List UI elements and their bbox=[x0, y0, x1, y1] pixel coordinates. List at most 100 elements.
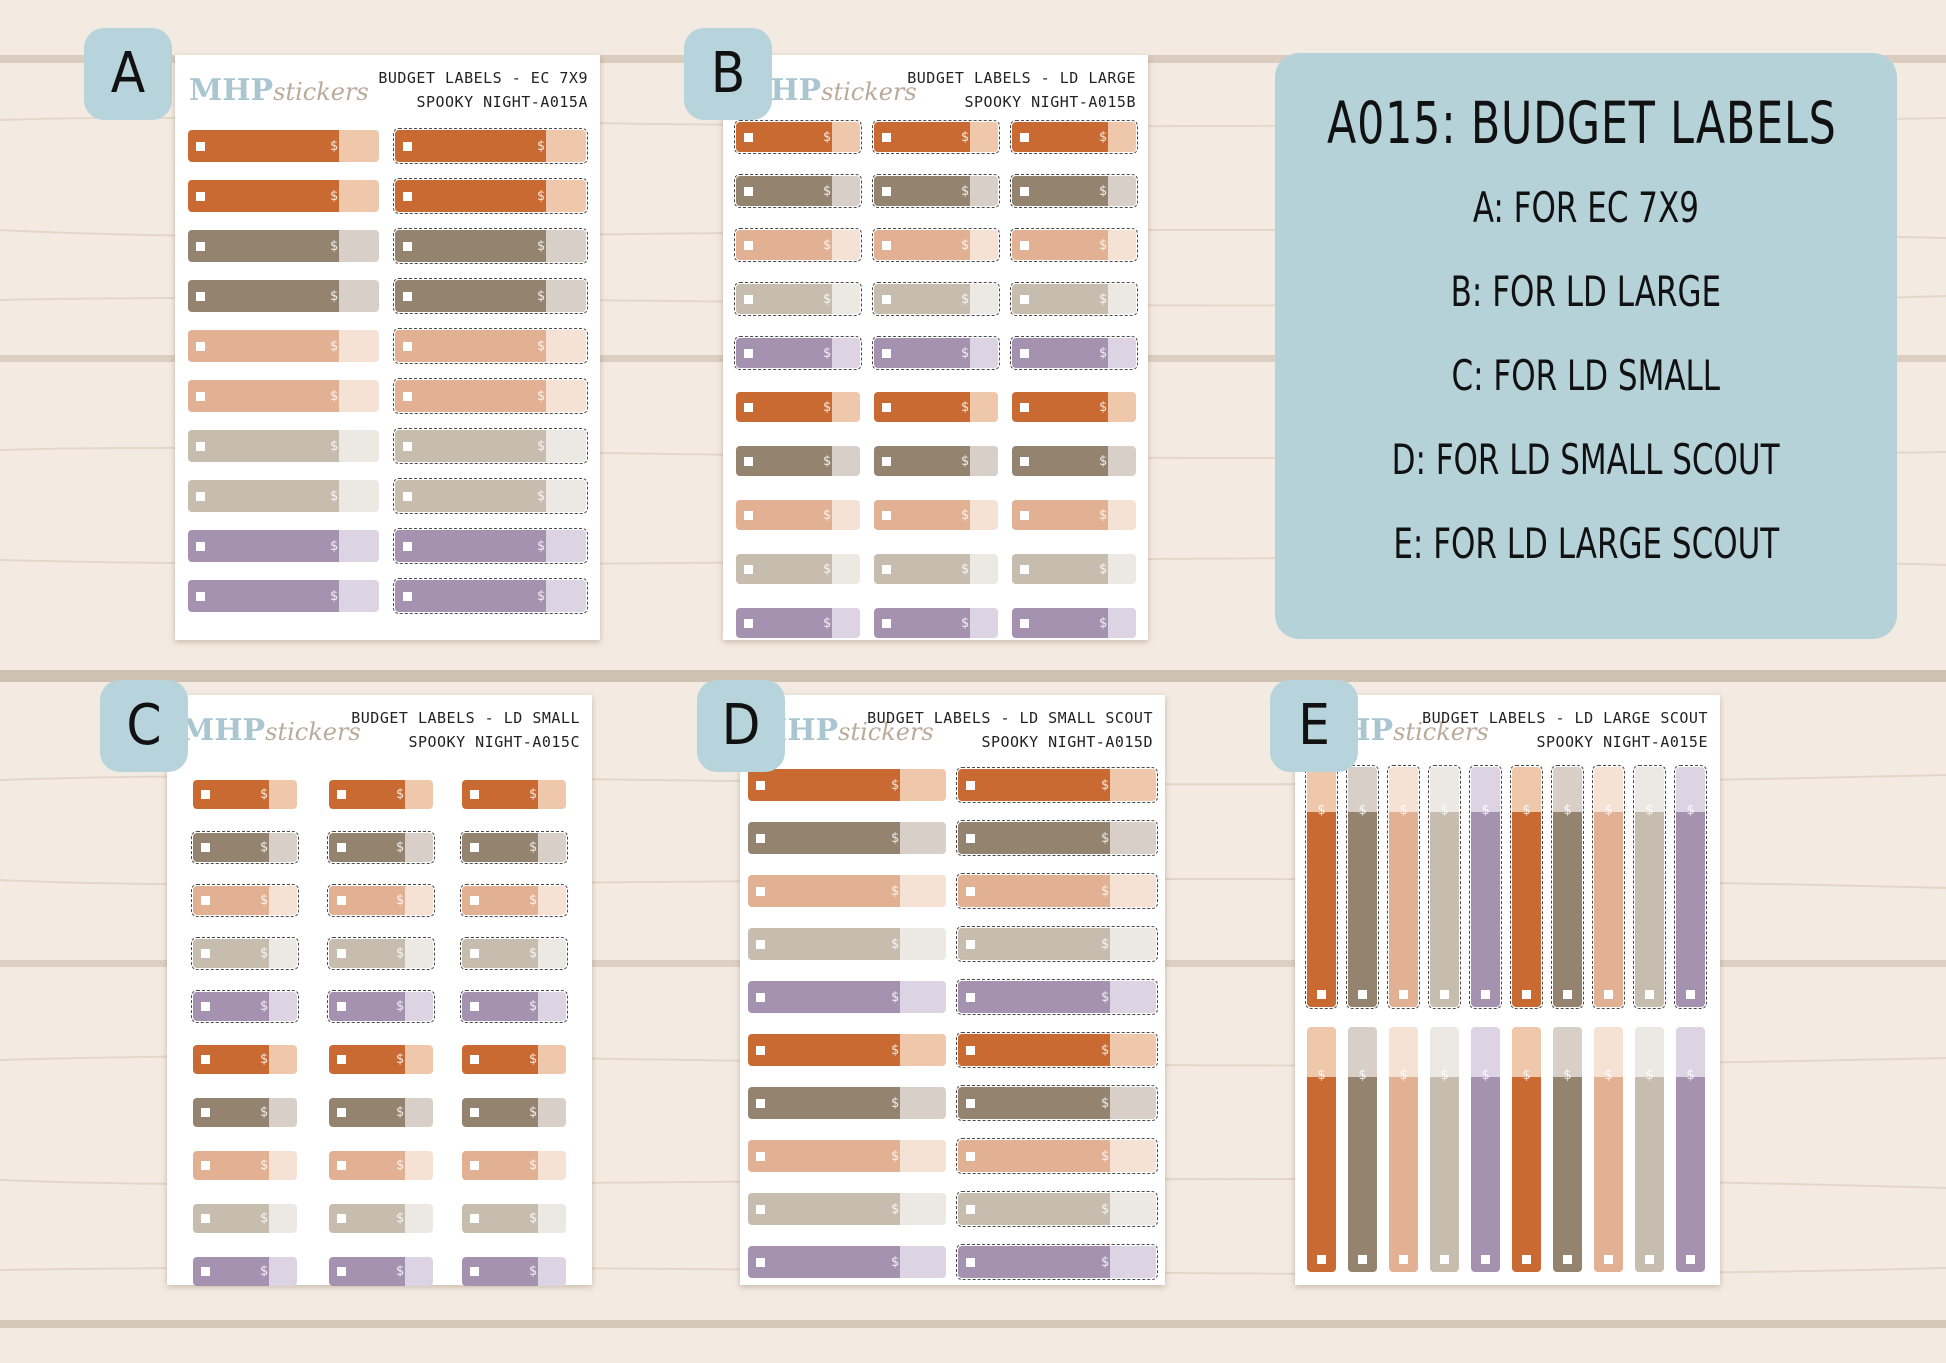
dollar-sign-icon: $ bbox=[1317, 1068, 1326, 1083]
budget-label-sticker: $ bbox=[393, 228, 588, 264]
checkbox-square-icon bbox=[744, 456, 753, 466]
dollar-sign-icon: $ bbox=[1358, 803, 1367, 818]
dollar-sign-icon: $ bbox=[961, 561, 970, 577]
budget-label-sticker-vertical: $ bbox=[1428, 765, 1461, 1009]
info-line-e: E: FOR LD LARGE SCOUT bbox=[1393, 519, 1779, 568]
dollar-sign-icon: $ bbox=[891, 989, 900, 1005]
checkbox-square-icon bbox=[966, 1151, 975, 1161]
dollar-sign-icon: $ bbox=[891, 883, 900, 899]
dollar-sign-icon: $ bbox=[537, 188, 546, 204]
checkbox-square-icon bbox=[756, 886, 765, 896]
checkbox-square-icon bbox=[1020, 294, 1029, 304]
budget-label-sticker: $ bbox=[462, 780, 566, 809]
checkbox-square-icon bbox=[744, 186, 753, 196]
budget-label-sticker-vertical: $ bbox=[1553, 1027, 1582, 1272]
sheet-letter-badge-b: B bbox=[684, 28, 772, 120]
dollar-sign-icon: $ bbox=[1101, 883, 1110, 899]
budget-label-sticker: $ bbox=[327, 831, 435, 864]
dollar-sign-icon: $ bbox=[537, 538, 546, 554]
budget-label-sticker: $ bbox=[734, 228, 862, 262]
dollar-sign-icon: $ bbox=[260, 893, 269, 908]
dollar-sign-icon: $ bbox=[396, 840, 405, 855]
budget-label-sticker-vertical: $ bbox=[1389, 1027, 1418, 1272]
budget-label-sticker: $ bbox=[956, 767, 1158, 803]
budget-label-sticker: $ bbox=[193, 1045, 297, 1074]
dollar-sign-icon: $ bbox=[330, 488, 339, 504]
budget-label-sticker: $ bbox=[872, 228, 1000, 262]
sheet-letter-badge-c: C bbox=[100, 680, 188, 772]
dollar-sign-icon: $ bbox=[1099, 507, 1108, 523]
checkbox-square-icon bbox=[744, 618, 753, 628]
dollar-sign-icon: $ bbox=[1099, 345, 1108, 361]
budget-label-sticker: $ bbox=[393, 328, 588, 364]
checkbox-square-icon bbox=[201, 790, 210, 799]
budget-label-sticker: $ bbox=[393, 178, 588, 214]
checkbox-square-icon bbox=[470, 949, 479, 958]
budget-label-sticker: $ bbox=[393, 128, 588, 164]
dollar-sign-icon: $ bbox=[396, 1158, 405, 1173]
checkbox-square-icon bbox=[1399, 990, 1408, 999]
checkbox-square-icon bbox=[1020, 132, 1029, 142]
budget-label-sticker: $ bbox=[1010, 282, 1138, 316]
checkbox-square-icon bbox=[196, 141, 205, 151]
dollar-sign-icon: $ bbox=[537, 438, 546, 454]
checkbox-square-icon bbox=[337, 949, 346, 958]
budget-label-sticker-vertical: $ bbox=[1510, 765, 1543, 1009]
info-line-c: C: FOR LD SMALL bbox=[1451, 351, 1721, 400]
dollar-sign-icon: $ bbox=[961, 129, 970, 145]
checkbox-square-icon bbox=[966, 833, 975, 843]
checkbox-square-icon bbox=[403, 291, 412, 301]
checkbox-square-icon bbox=[1645, 990, 1654, 999]
dollar-sign-icon: $ bbox=[529, 840, 538, 855]
checkbox-square-icon bbox=[196, 241, 205, 251]
dollar-sign-icon: $ bbox=[1101, 1042, 1110, 1058]
budget-label-sticker: $ bbox=[956, 1138, 1158, 1174]
budget-label-sticker: $ bbox=[462, 1151, 566, 1180]
sticker-sheet-b: MHPstickers BUDGET LABELS - LD LARGE SPO… bbox=[723, 55, 1148, 640]
budget-label-sticker-vertical: $ bbox=[1512, 1027, 1541, 1272]
budget-label-sticker-vertical: $ bbox=[1551, 765, 1584, 1009]
checkbox-square-icon bbox=[1358, 990, 1367, 999]
dollar-sign-icon: $ bbox=[396, 787, 405, 802]
dollar-sign-icon: $ bbox=[330, 588, 339, 604]
checkbox-square-icon bbox=[403, 391, 412, 401]
checkbox-square-icon bbox=[201, 896, 210, 905]
checkbox-square-icon bbox=[882, 294, 891, 304]
dollar-sign-icon: $ bbox=[1099, 129, 1108, 145]
budget-label-sticker: $ bbox=[1010, 120, 1138, 154]
checkbox-square-icon bbox=[201, 1055, 210, 1064]
checkbox-square-icon bbox=[470, 1108, 479, 1117]
budget-label-sticker: $ bbox=[193, 1257, 297, 1286]
budget-label-sticker-vertical: $ bbox=[1307, 1027, 1336, 1272]
dollar-sign-icon: $ bbox=[260, 1158, 269, 1173]
info-line-b: B: FOR LD LARGE bbox=[1450, 267, 1722, 316]
dollar-sign-icon: $ bbox=[961, 183, 970, 199]
sticker-sheet-a: MHPstickers BUDGET LABELS - EC 7X9 SPOOK… bbox=[175, 55, 600, 640]
checkbox-square-icon bbox=[196, 191, 205, 201]
budget-label-sticker: $ bbox=[462, 1098, 566, 1127]
checkbox-square-icon bbox=[337, 790, 346, 799]
checkbox-square-icon bbox=[1020, 186, 1029, 196]
checkbox-square-icon bbox=[337, 1002, 346, 1011]
dollar-sign-icon: $ bbox=[1522, 1068, 1531, 1083]
budget-label-sticker: $ bbox=[393, 378, 588, 414]
checkbox-square-icon bbox=[201, 1108, 210, 1117]
checkbox-square-icon bbox=[403, 541, 412, 551]
dollar-sign-icon: $ bbox=[961, 291, 970, 307]
budget-label-sticker: $ bbox=[956, 1085, 1158, 1121]
budget-label-sticker-vertical: $ bbox=[1305, 765, 1338, 1009]
checkbox-square-icon bbox=[882, 240, 891, 250]
budget-label-sticker: $ bbox=[874, 608, 998, 638]
budget-label-sticker: $ bbox=[874, 446, 998, 476]
checkbox-square-icon bbox=[966, 1204, 975, 1214]
budget-label-sticker: $ bbox=[748, 875, 946, 907]
budget-label-sticker-vertical: $ bbox=[1592, 765, 1625, 1009]
dollar-sign-icon: $ bbox=[1686, 1068, 1695, 1083]
checkbox-square-icon bbox=[882, 618, 891, 628]
budget-label-sticker: $ bbox=[734, 282, 862, 316]
budget-label-sticker: $ bbox=[748, 1193, 946, 1225]
dollar-sign-icon: $ bbox=[1645, 803, 1654, 818]
dollar-sign-icon: $ bbox=[529, 1158, 538, 1173]
sheet-letter-badge-e: E bbox=[1270, 680, 1358, 772]
dollar-sign-icon: $ bbox=[537, 288, 546, 304]
